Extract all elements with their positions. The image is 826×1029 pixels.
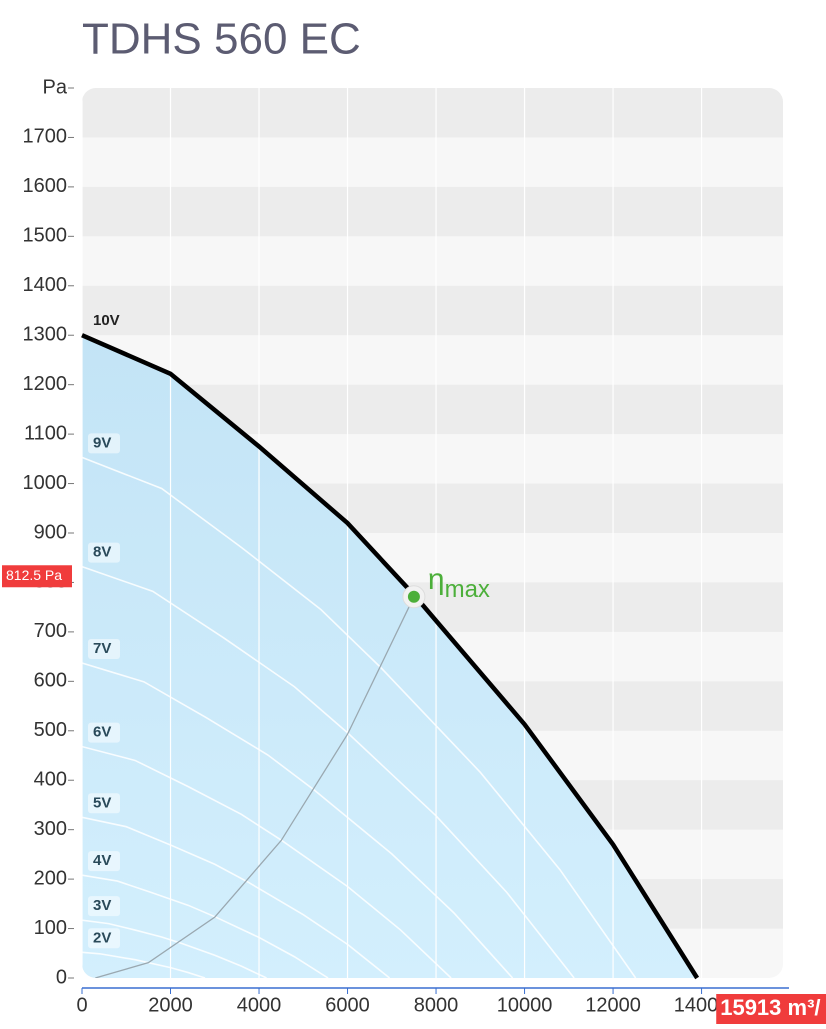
y-tick-label: 300 — [34, 818, 67, 840]
y-tick-label: 400 — [34, 769, 67, 791]
curve — [82, 874, 329, 978]
y-tick-label: 1400 — [23, 274, 68, 296]
curve — [82, 662, 514, 978]
curve — [82, 816, 391, 978]
y-tick-label: 1300 — [23, 324, 68, 346]
curve-label: 5V — [93, 794, 111, 811]
y-tick-label: 1100 — [24, 422, 67, 444]
curve — [82, 919, 267, 978]
plot — [82, 88, 783, 978]
eta-symbol: η — [428, 563, 445, 596]
x-tick-label: 8000 — [414, 994, 459, 1016]
eta-max-point — [407, 590, 420, 603]
curve-label: 3V — [93, 897, 111, 914]
y-tick-label: 700 — [34, 620, 67, 642]
area — [82, 335, 698, 978]
y-tick-label: 1500 — [23, 225, 68, 247]
curve — [82, 951, 206, 978]
chart-title: TDHS 560 EC — [82, 15, 361, 64]
label-bg — [88, 793, 120, 814]
y-tick-label: 1700 — [23, 126, 68, 148]
label-bg — [88, 896, 120, 917]
x-tick-label: 10000 — [497, 994, 553, 1016]
x-tick-label: 12000 — [585, 994, 641, 1016]
curve-label: 8V — [93, 544, 111, 561]
x-tick-label: 2000 — [148, 994, 193, 1016]
curve — [82, 565, 575, 978]
curve-label: 10V — [93, 312, 120, 329]
label-bg — [88, 639, 120, 660]
label-bg — [88, 722, 120, 743]
y-tick-label: 600 — [34, 670, 67, 692]
eta-max-label: ηmax — [428, 563, 490, 603]
curve-label: 6V — [93, 724, 111, 741]
stripe — [82, 88, 783, 138]
curve — [82, 745, 452, 978]
y-tick-label: 100 — [34, 917, 67, 939]
curve — [81, 333, 700, 980]
x-tick-label: 14000 — [674, 994, 730, 1016]
curve-label: 9V — [93, 434, 111, 451]
crosshair-x-bg — [716, 994, 826, 1024]
crosshair-x-label: 15913 m³/ — [720, 995, 820, 1020]
y-tick-label: 1600 — [23, 175, 68, 197]
label-bg — [88, 928, 120, 949]
y-tick-label: Pa — [43, 76, 68, 98]
curve — [82, 456, 637, 978]
label-bg — [88, 851, 120, 872]
curve-label: 4V — [93, 852, 111, 869]
stripe — [82, 186, 783, 237]
y-tick-label: 200 — [34, 867, 67, 889]
stripe — [82, 285, 783, 336]
curve-label: 2V — [93, 929, 111, 946]
x-tick-label: 0 — [76, 994, 87, 1016]
curve-label: 7V — [93, 640, 111, 657]
y-tick-label: 1200 — [23, 373, 68, 395]
y-tick-label: 500 — [34, 719, 67, 741]
x-tick-label: 4000 — [237, 994, 282, 1016]
y-tick-label: 900 — [34, 521, 67, 543]
y-tick-label: 0 — [56, 966, 67, 988]
x-tick-label: 6000 — [325, 994, 370, 1016]
label-bg — [88, 433, 120, 454]
y-tick-label: 1000 — [23, 472, 68, 494]
crosshair-y-bg — [2, 565, 72, 588]
label-bg — [88, 542, 120, 563]
curve — [95, 596, 415, 978]
crosshair-y-label: 812.5 Pa — [6, 567, 62, 583]
eta-subscript: max — [445, 576, 490, 603]
